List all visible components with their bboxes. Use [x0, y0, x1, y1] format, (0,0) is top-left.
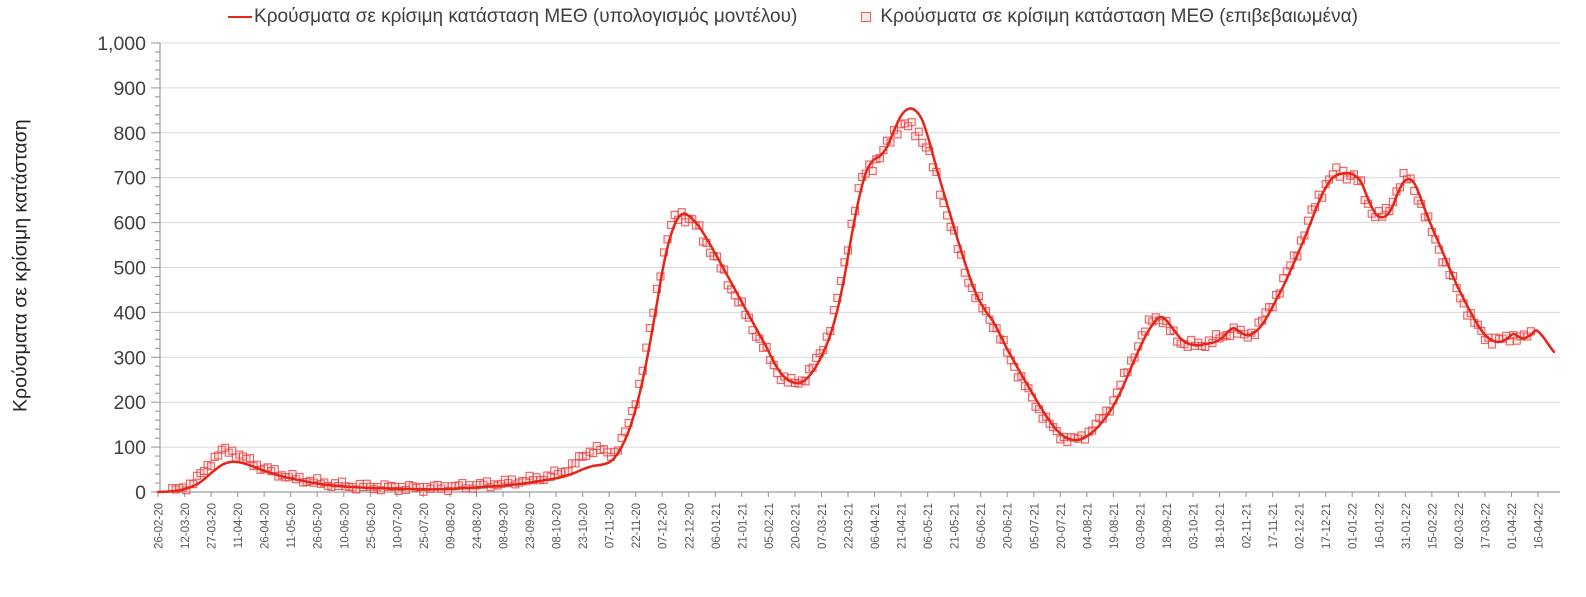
svg-text:0: 0: [135, 482, 146, 504]
svg-text:23-09-20: 23-09-20: [525, 503, 537, 549]
svg-text:27-03-20: 27-03-20: [207, 503, 219, 549]
svg-text:18-10-21: 18-10-21: [1215, 503, 1227, 549]
svg-text:01-04-22: 01-04-22: [1507, 503, 1519, 549]
svg-text:18-09-21: 18-09-21: [1162, 503, 1174, 549]
svg-text:20-07-21: 20-07-21: [1056, 503, 1068, 549]
svg-text:24-08-20: 24-08-20: [472, 503, 484, 549]
svg-text:02-12-21: 02-12-21: [1295, 503, 1307, 549]
svg-text:600: 600: [113, 213, 146, 235]
model-line-series: [156, 107, 1556, 494]
svg-text:05-07-21: 05-07-21: [1029, 503, 1041, 549]
svg-text:04-08-21: 04-08-21: [1082, 503, 1094, 549]
svg-text:06-04-21: 06-04-21: [870, 503, 882, 549]
svg-text:400: 400: [113, 302, 146, 324]
svg-text:21-05-21: 21-05-21: [950, 503, 962, 549]
svg-text:02-03-22: 02-03-22: [1454, 503, 1466, 549]
svg-text:07-12-20: 07-12-20: [658, 503, 670, 549]
svg-text:10-07-20: 10-07-20: [392, 503, 404, 549]
svg-text:22-12-20: 22-12-20: [684, 503, 696, 549]
svg-text:1,000: 1,000: [97, 33, 146, 55]
svg-text:21-01-21: 21-01-21: [737, 503, 749, 549]
svg-text:19-08-21: 19-08-21: [1109, 503, 1121, 549]
svg-text:26-02-20: 26-02-20: [154, 503, 166, 549]
svg-text:06-01-21: 06-01-21: [711, 503, 723, 549]
svg-text:11-05-20: 11-05-20: [286, 503, 298, 548]
y-axis-ticks-and-labels: 0 100 200 300 400 500 600 700 800 900 1,000: [97, 33, 160, 504]
svg-text:01-01-22: 01-01-22: [1348, 503, 1360, 549]
legend-item-confirmed-label: Κρούσματα σε κρίσιμη κατάσταση ΜΕΘ (επιβ…: [880, 6, 1358, 27]
svg-text:25-07-20: 25-07-20: [419, 503, 431, 549]
confirmed-scatter-series: [168, 118, 1535, 496]
svg-text:16-01-22: 16-01-22: [1374, 503, 1386, 549]
svg-text:200: 200: [113, 392, 146, 414]
svg-text:700: 700: [113, 168, 146, 190]
svg-text:07-03-21: 07-03-21: [817, 503, 829, 549]
svg-text:900: 900: [113, 78, 146, 100]
y-gridlines: [160, 42, 1560, 448]
svg-text:20-02-21: 20-02-21: [790, 503, 802, 549]
svg-text:100: 100: [113, 437, 146, 459]
svg-text:08-09-20: 08-09-20: [499, 503, 511, 549]
svg-text:16-04-22: 16-04-22: [1534, 503, 1546, 549]
legend-item-model-label: Κρούσματα σε κρίσιμη κατάσταση ΜΕΘ (υπολ…: [254, 6, 798, 27]
svg-text:11-04-20: 11-04-20: [233, 503, 245, 548]
svg-text:800: 800: [113, 123, 146, 145]
svg-text:22-03-21: 22-03-21: [844, 503, 856, 549]
legend-line-marker-icon: [228, 15, 253, 19]
svg-text:17-11-21: 17-11-21: [1268, 503, 1280, 548]
svg-text:31-01-22: 31-01-22: [1401, 503, 1413, 549]
svg-text:07-11-20: 07-11-20: [605, 503, 617, 548]
svg-text:26-04-20: 26-04-20: [260, 503, 272, 549]
legend-item-model: Κρούσματα σε κρίσιμη κατάσταση ΜΕΘ (υπολ…: [228, 6, 797, 28]
svg-text:05-02-21: 05-02-21: [764, 503, 776, 549]
svg-text:05-06-21: 05-06-21: [976, 503, 988, 549]
svg-text:20-06-21: 20-06-21: [1003, 503, 1015, 549]
svg-text:17-12-21: 17-12-21: [1321, 503, 1333, 549]
svg-text:08-10-20: 08-10-20: [552, 503, 564, 549]
svg-text:10-06-20: 10-06-20: [339, 503, 351, 549]
svg-text:300: 300: [113, 347, 146, 369]
svg-text:02-11-21: 02-11-21: [1242, 503, 1254, 548]
svg-text:03-10-21: 03-10-21: [1189, 503, 1201, 549]
svg-text:22-11-20: 22-11-20: [631, 503, 643, 548]
svg-text:15-02-22: 15-02-22: [1427, 503, 1439, 549]
svg-text:26-05-20: 26-05-20: [313, 503, 325, 549]
svg-text:09-08-20: 09-08-20: [445, 503, 457, 549]
svg-text:21-04-21: 21-04-21: [897, 503, 909, 549]
legend-item-confirmed: Κρούσματα σε κρίσιμη κατάσταση ΜΕΘ (επιβ…: [861, 6, 1358, 28]
x-axis-ticks-and-labels: 26-02-20 12-03-20 27-03-20 11-04-20 26-04-20…: [154, 492, 1546, 549]
chart-legend: Κρούσματα σε κρίσιμη κατάσταση ΜΕΘ (υπολ…: [0, 6, 1586, 28]
svg-text:500: 500: [113, 258, 146, 280]
svg-text:25-06-20: 25-06-20: [366, 503, 378, 549]
legend-square-marker-icon: [861, 12, 872, 22]
y-axis-title: Κρούσματα σε κρίσιμη κατάσταση: [9, 119, 32, 413]
svg-text:06-05-21: 06-05-21: [923, 503, 935, 549]
svg-text:03-09-21: 03-09-21: [1135, 503, 1147, 549]
svg-text:23-10-20: 23-10-20: [578, 503, 590, 549]
svg-text:17-03-22: 17-03-22: [1480, 503, 1492, 549]
svg-text:12-03-20: 12-03-20: [180, 503, 192, 549]
